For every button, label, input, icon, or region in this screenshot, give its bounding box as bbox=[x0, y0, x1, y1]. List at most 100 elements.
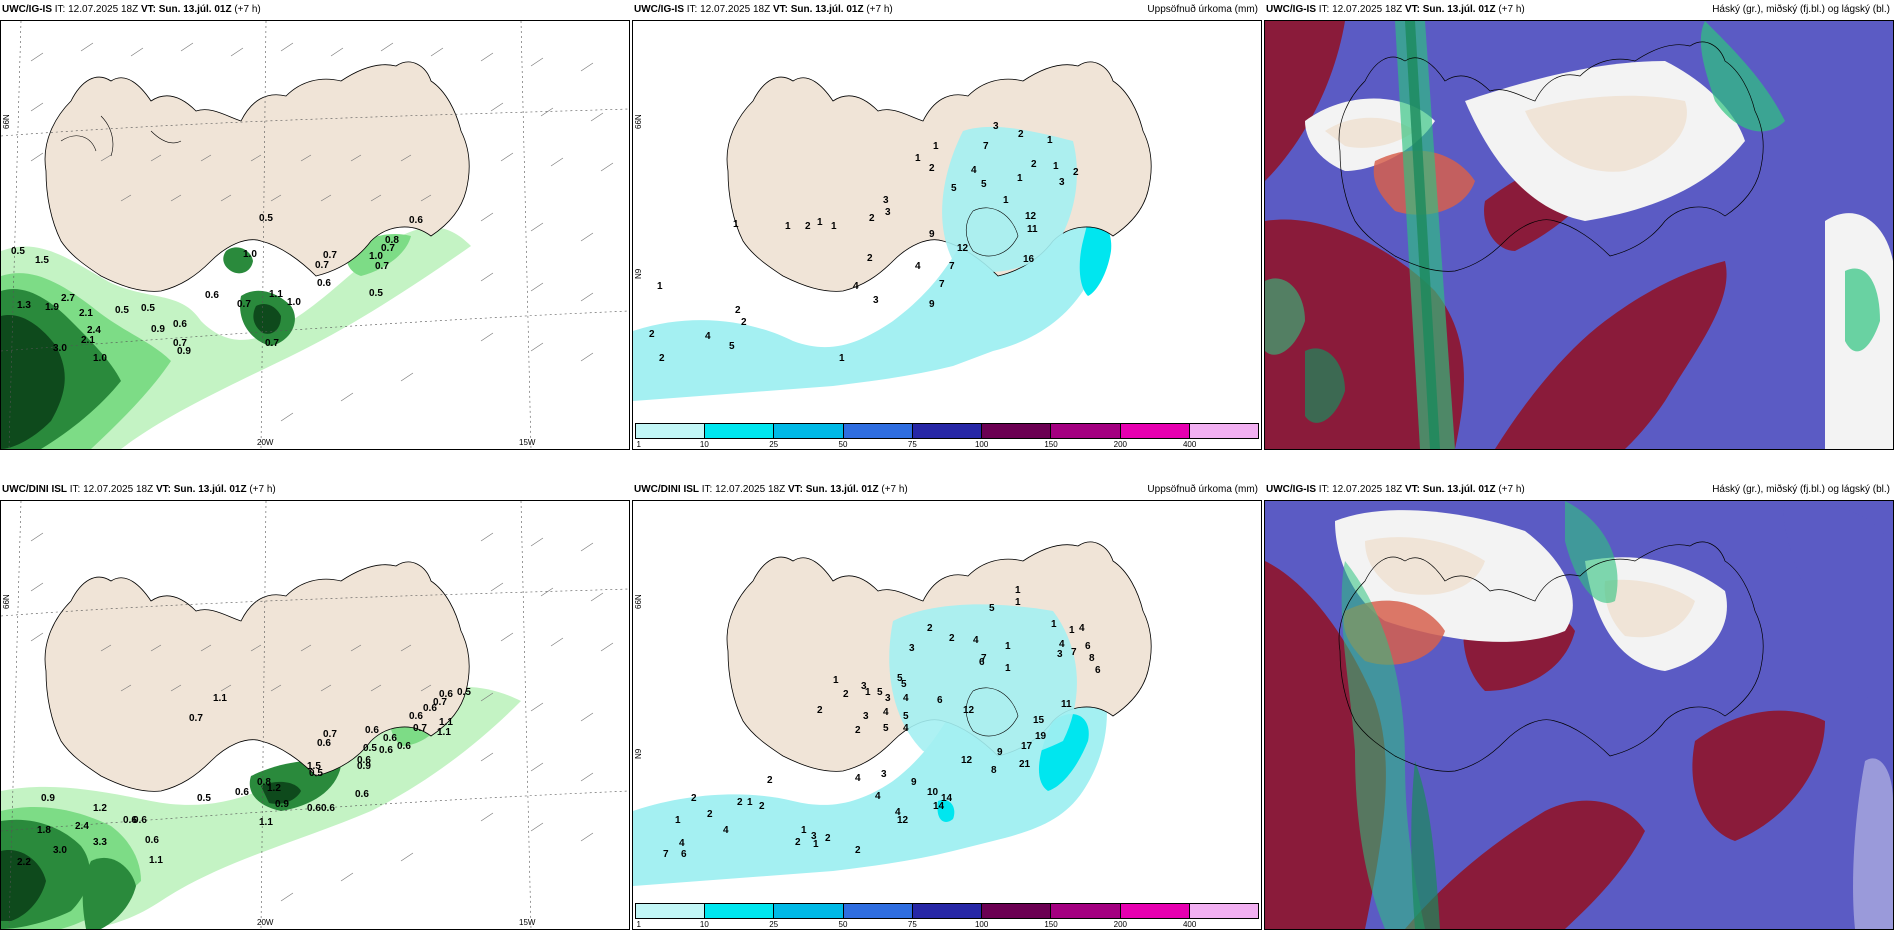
map-value-label: 9 bbox=[997, 747, 1003, 758]
map-value-label: 9 bbox=[929, 229, 935, 240]
colorbar-tick-label: 50 bbox=[838, 920, 848, 929]
map-value-label: 0.7 bbox=[323, 729, 337, 740]
map-value-label: 6 bbox=[979, 657, 985, 668]
map-value-label: 5 bbox=[729, 341, 735, 352]
map-value-label: 2 bbox=[855, 845, 861, 856]
panel-dini-accum: UWC/DINI ISL IT: 12.07.2025 18Z VT: Sun.… bbox=[632, 480, 1262, 930]
model-name: UWC/DINI ISL bbox=[2, 484, 67, 495]
valid-time: Sun. 13.júl. 01Z bbox=[158, 4, 232, 15]
map-value-label: 11 bbox=[1061, 699, 1072, 710]
map-value-label: 2 bbox=[855, 725, 861, 736]
colorbar-tick-label: 100 bbox=[974, 440, 989, 449]
colorbar-swatch bbox=[1120, 423, 1190, 439]
colorbar-tick-label: 150 bbox=[1044, 440, 1058, 449]
it-label: IT: bbox=[1318, 4, 1330, 15]
map-value-label: 4 bbox=[973, 635, 979, 646]
cloud-map bbox=[1265, 501, 1893, 929]
map-value-label: 0.7 bbox=[315, 260, 329, 271]
map-value-label: 2 bbox=[737, 797, 743, 808]
lat-label: N9 bbox=[634, 748, 643, 759]
map-value-label: 0.7 bbox=[323, 250, 337, 261]
it-label: IT: bbox=[1318, 484, 1330, 495]
map-value-label: 7 bbox=[949, 261, 955, 272]
map-value-label: 0.5 bbox=[259, 213, 273, 224]
map-value-label: 12 bbox=[963, 705, 975, 716]
model-name: UWC/IG-IS bbox=[1266, 4, 1316, 15]
map-value-label: 6 bbox=[681, 849, 687, 860]
map-value-label: 1 bbox=[865, 687, 871, 698]
init-time: 12.07.2025 18Z bbox=[700, 4, 771, 15]
map-value-label: 1 bbox=[1069, 625, 1075, 636]
wind-barbs bbox=[30, 532, 614, 902]
colorbar-tick-label: 25 bbox=[769, 440, 779, 449]
lon-label: 20W bbox=[257, 918, 274, 927]
map-value-label: 6 bbox=[1095, 665, 1101, 676]
map-value-label: 3.0 bbox=[53, 845, 67, 856]
map-value-label: 0.6 bbox=[307, 803, 321, 814]
map-value-label: 2 bbox=[735, 305, 741, 316]
map-value-label: 2 bbox=[795, 837, 801, 848]
precipitation-shading bbox=[1, 227, 471, 449]
map-value-label: 3 bbox=[885, 207, 891, 218]
map-value-label: 12 bbox=[897, 815, 909, 826]
map-value-label: 1 bbox=[733, 219, 739, 230]
init-time: 12.07.2025 18Z bbox=[68, 4, 139, 15]
map-value-label: 9 bbox=[911, 777, 917, 788]
map-value-label: 1.1 bbox=[439, 717, 453, 728]
map-value-label: 2 bbox=[707, 809, 713, 820]
valid-time: Sun. 13.júl. 01Z bbox=[1422, 484, 1496, 495]
colorbar-tick-label: 50 bbox=[838, 440, 848, 449]
lead-time: (+7 h) bbox=[249, 484, 276, 495]
map-value-label: 1 bbox=[675, 815, 681, 826]
map-frame bbox=[1264, 500, 1894, 930]
map-value-label: 0.6 bbox=[205, 290, 219, 301]
iceland-landmass bbox=[44, 61, 470, 292]
colorbar-swatch bbox=[774, 903, 844, 919]
panel-ig-precip: UWC/IG-IS IT: 12.07.2025 18Z VT: Sun. 13… bbox=[0, 0, 630, 450]
colorbar-swatch bbox=[843, 903, 913, 919]
cloud-map bbox=[1265, 21, 1893, 449]
map-value-label: 3 bbox=[811, 831, 817, 842]
map-value-label: 14 bbox=[933, 801, 945, 812]
panel-header: UWC/IG-IS IT: 12.07.2025 18Z VT: Sun. 13… bbox=[634, 4, 893, 16]
map-value-label: 2 bbox=[759, 801, 765, 812]
map-value-label: 5 bbox=[901, 679, 907, 690]
map-value-label: 7 bbox=[939, 279, 945, 290]
map-value-label: 0.6 bbox=[173, 319, 187, 330]
valid-time: Sun. 13.júl. 01Z bbox=[1422, 4, 1496, 15]
map-value-label: 1 bbox=[831, 221, 837, 232]
init-time: 12.07.2025 18Z bbox=[1332, 4, 1403, 15]
map-frame: 3 2 1 7 1 1 2 2 4 1 1 3 2 5 5 1 3 2 3 2 1 1 1 1 12 11 9 12 2 4 7 7 4 3 9 16… bbox=[632, 20, 1262, 450]
map-value-label: 8 bbox=[991, 765, 997, 776]
map-value-label: 3 bbox=[909, 643, 915, 654]
map-value-label: 2 bbox=[649, 329, 655, 340]
colorbar-swatch bbox=[1189, 423, 1259, 439]
map-value-label: 14 bbox=[941, 793, 953, 804]
map-value-label: 3 bbox=[873, 295, 879, 306]
map-value-label: 3 bbox=[863, 711, 869, 722]
colorbar-tick-label: 400 bbox=[1182, 920, 1197, 929]
map-value-label: 2 bbox=[927, 623, 933, 634]
map-value-label: 7 bbox=[983, 141, 989, 152]
lat-label: 66N bbox=[634, 594, 643, 609]
map-value-label: 12 bbox=[1025, 211, 1037, 222]
map-value-label: 0.6 bbox=[235, 787, 249, 798]
map-value-label: 0.9 bbox=[275, 799, 289, 810]
map-value-label: 0.5 bbox=[309, 768, 323, 779]
map-value-label: 1 bbox=[785, 221, 791, 232]
map-value-label: 1.1 bbox=[213, 693, 227, 704]
map-value-label: 1.0 bbox=[93, 353, 107, 364]
map-value-label: 1.0 bbox=[287, 297, 301, 308]
map-value-label: 2 bbox=[817, 705, 823, 716]
map-value-label: 1 bbox=[657, 281, 663, 292]
map-value-label: 2 bbox=[825, 833, 831, 844]
colorbar-tick-label: 75 bbox=[907, 920, 917, 929]
panel-title: Uppsöfnuð úrkoma (mm) bbox=[1147, 484, 1258, 495]
map-value-label: 0.6 bbox=[357, 755, 371, 766]
colorbar-swatch bbox=[705, 903, 775, 919]
map-value-label: 0.5 bbox=[363, 743, 377, 754]
model-name: UWC/DINI ISL bbox=[634, 484, 699, 495]
lon-label: 15W bbox=[519, 438, 536, 447]
